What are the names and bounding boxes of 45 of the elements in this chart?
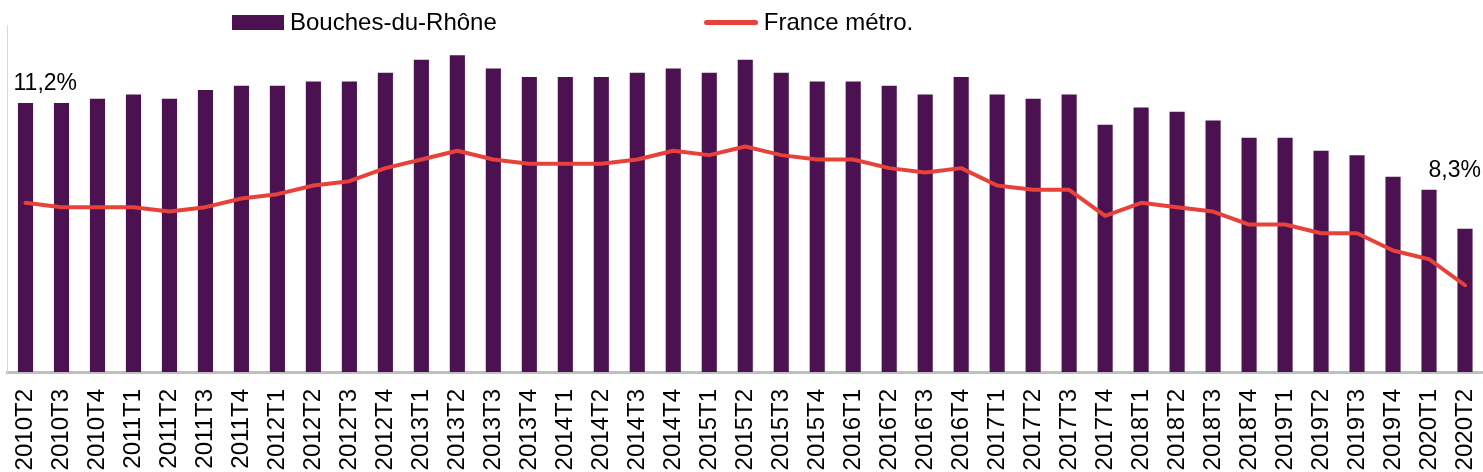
x-tick-label: 2014T2 [585,389,613,471]
x-tick-label: 2011T4 [226,389,254,469]
x-tick-label: 2016T1 [837,389,865,471]
x-tick-label: 2011T2 [154,389,182,469]
data-label: 8,3% [1428,155,1482,182]
x-tick-label: 2014T3 [621,389,649,471]
x-tick-label: 2019T1 [1269,389,1297,471]
x-tick-label: 2015T3 [765,389,793,471]
x-tick-label: 2013T1 [405,389,433,471]
x-tick-label: 2010T3 [46,389,74,471]
x-tick-label: 2013T3 [477,389,505,471]
x-tick-label: 2017T4 [1089,389,1117,471]
data-label: 11,2% [13,68,78,95]
x-tick-label: 2018T2 [1161,389,1189,471]
x-tick-label: 2020T1 [1413,389,1441,471]
x-tick-label: 2010T2 [10,389,38,471]
x-tick-label: 2019T2 [1305,389,1333,471]
x-tick-label: 2010T4 [82,389,110,471]
x-tick-label: 2019T4 [1377,389,1405,471]
x-tick-label: 2013T4 [513,389,541,471]
x-tick-label: 2015T1 [693,389,721,471]
x-tick-label: 2011T1 [118,389,146,469]
x-tick-label: 2011T3 [190,389,218,469]
x-tick-label: 2017T2 [1017,389,1045,471]
x-tick-label: 2015T2 [729,389,757,471]
x-tick-label: 2019T3 [1341,389,1369,471]
x-tick-label: 2017T3 [1053,389,1081,471]
legend-label: France métro. [763,8,914,36]
x-tick-label: 2012T1 [262,389,290,471]
x-tick-label: 2018T1 [1125,389,1153,471]
x-tick-label: 2016T4 [945,389,973,471]
x-tick-label: 2016T2 [873,389,901,471]
x-tick-label: 2017T1 [981,389,1009,471]
x-tick-label: 2012T2 [298,389,326,471]
x-tick-label: 2012T4 [370,389,397,471]
legend-label: Bouches-du-Rhône [290,8,497,36]
x-tick-label: 2018T4 [1233,389,1261,471]
x-tick-label: 2018T3 [1197,389,1225,471]
x-tick-label: 2014T4 [657,389,685,471]
x-tick-label: 2012T3 [334,389,362,471]
x-tick-label: 2014T1 [549,389,577,471]
x-tick-label: 2015T4 [801,389,829,471]
x-tick-label: 2020T2 [1449,389,1477,471]
x-tick-label: 2013T2 [441,389,469,471]
x-tick-label: 2016T3 [909,389,937,471]
